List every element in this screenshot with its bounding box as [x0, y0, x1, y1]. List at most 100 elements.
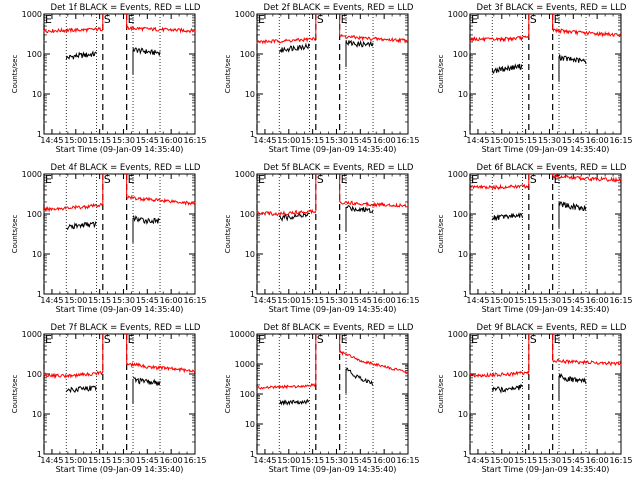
y-tick-label: 1000	[448, 170, 468, 179]
x-axis-label: Start Time (09-Jan-09 14:35:40)	[269, 145, 397, 154]
y-tick-label: 100	[453, 370, 468, 379]
events-series-line	[65, 385, 97, 394]
x-tick-label: 16:00	[373, 296, 396, 305]
panel-det-5: Det 5f BLACK = Events, RED = LLD 1 10 100 10…	[224, 163, 420, 314]
events-series-line	[345, 205, 374, 214]
events-series-line	[132, 376, 161, 387]
x-tick-label: 15:15	[301, 136, 324, 145]
y-tick-label: 10	[245, 250, 255, 259]
y-axis-label: Counts/sec	[437, 215, 445, 254]
marker-label-s: S	[317, 173, 324, 186]
y-tick-label: 10	[458, 250, 468, 259]
marker-label-e: E	[258, 333, 265, 346]
x-tick-label: 16:00	[373, 456, 396, 465]
x-tick-label: 15:45	[136, 296, 159, 305]
y-tick-label: 100	[240, 210, 255, 219]
marker-label-e: E	[341, 333, 348, 346]
marker-label-e: E	[45, 173, 52, 186]
x-tick-label: 15:00	[490, 456, 513, 465]
x-tick-label: 15:30	[538, 136, 561, 145]
marker-label-e: E	[554, 173, 561, 186]
y-axis-label: Counts/sec	[11, 55, 19, 94]
x-tick-label: 16:15	[183, 136, 206, 145]
x-tick-label: 15:15	[514, 296, 537, 305]
y-axis-label: Counts/sec	[437, 55, 445, 94]
events-series-line	[558, 372, 587, 384]
events-series-line	[345, 367, 374, 386]
events-series-line	[278, 212, 310, 223]
y-tick-label: 100	[240, 50, 255, 59]
y-tick-label: 100	[27, 370, 42, 379]
x-tick-label: 15:30	[112, 296, 135, 305]
x-tick-label: 16:15	[396, 456, 419, 465]
x-tick-label: 15:15	[301, 296, 324, 305]
lld-series-line	[256, 383, 316, 390]
x-tick-label: 16:00	[160, 456, 183, 465]
panel-title: Det 4f BLACK = Events, RED = LLD	[51, 163, 201, 173]
y-tick-label: 1	[463, 130, 468, 139]
lld-series-line	[339, 349, 409, 375]
x-tick-label: 14:45	[253, 136, 276, 145]
x-tick-label: 15:30	[538, 456, 561, 465]
panel-title: Det 8f BLACK = Events, RED = LLD	[264, 323, 414, 333]
x-tick-label: 15:45	[136, 456, 159, 465]
marker-label-e: E	[471, 333, 478, 346]
y-tick-label: 1000	[235, 170, 255, 179]
panel-title: Det 6f BLACK = Events, RED = LLD	[477, 163, 627, 173]
y-tick-label: 1000	[22, 170, 42, 179]
x-axis-label: Start Time (09-Jan-09 14:35:40)	[56, 465, 184, 474]
x-tick-label: 15:00	[64, 456, 87, 465]
x-tick-label: 15:00	[277, 296, 300, 305]
panel-det-4: Det 4f BLACK = Events, RED = LLD 1 10 100 10…	[11, 163, 207, 314]
x-tick-label: 15:30	[325, 456, 348, 465]
y-tick-label: 1	[463, 290, 468, 299]
lld-series-line	[552, 27, 622, 38]
marker-label-s: S	[530, 333, 537, 346]
marker-label-e: E	[554, 13, 561, 26]
x-axis-label: Start Time (09-Jan-09 14:35:40)	[269, 305, 397, 314]
y-tick-label: 10	[245, 420, 255, 429]
y-axis-label: Counts/sec	[224, 55, 232, 94]
lld-series-line	[469, 183, 530, 191]
x-tick-label: 15:45	[562, 136, 585, 145]
y-tick-label: 1	[37, 290, 42, 299]
y-tick-label: 1	[250, 450, 255, 459]
x-tick-label: 15:00	[490, 136, 513, 145]
marker-label-s: S	[530, 13, 537, 26]
x-tick-label: 16:00	[586, 296, 609, 305]
x-tick-label: 15:45	[349, 456, 372, 465]
y-tick-label: 100	[27, 210, 42, 219]
lld-series-line	[126, 361, 196, 374]
y-tick-label: 100	[453, 210, 468, 219]
lld-series-line	[469, 35, 530, 43]
marker-label-s: S	[104, 333, 111, 346]
panel-title: Det 3f BLACK = Events, RED = LLD	[477, 3, 627, 13]
x-tick-label: 16:15	[609, 136, 632, 145]
panel-title: Det 7f BLACK = Events, RED = LLD	[51, 323, 201, 333]
marker-label-e: E	[341, 173, 348, 186]
y-tick-label: 10	[245, 90, 255, 99]
x-tick-label: 14:45	[253, 456, 276, 465]
x-tick-label: 15:30	[112, 136, 135, 145]
lld-series-line	[256, 37, 316, 45]
lld-series-line	[126, 25, 196, 34]
x-tick-label: 14:45	[40, 456, 63, 465]
events-series-line	[345, 39, 374, 48]
x-tick-label: 15:45	[562, 296, 585, 305]
marker-label-e: E	[45, 13, 52, 26]
events-series-line	[491, 211, 523, 222]
marker-label-e: E	[45, 333, 52, 346]
x-tick-label: 15:00	[64, 136, 87, 145]
x-tick-label: 15:30	[325, 296, 348, 305]
marker-label-s: S	[104, 173, 111, 186]
x-tick-label: 16:15	[183, 296, 206, 305]
x-tick-label: 14:45	[40, 136, 63, 145]
x-tick-label: 15:30	[325, 136, 348, 145]
lld-series-line	[256, 208, 317, 217]
lld-series-line	[339, 33, 409, 44]
y-tick-label: 1	[250, 290, 255, 299]
y-tick-label: 1000	[235, 360, 255, 369]
panel-det-8: Det 8f BLACK = Events, RED = LLD 1 10 100 10…	[224, 323, 420, 474]
x-axis-label: Start Time (09-Jan-09 14:35:40)	[482, 305, 610, 314]
